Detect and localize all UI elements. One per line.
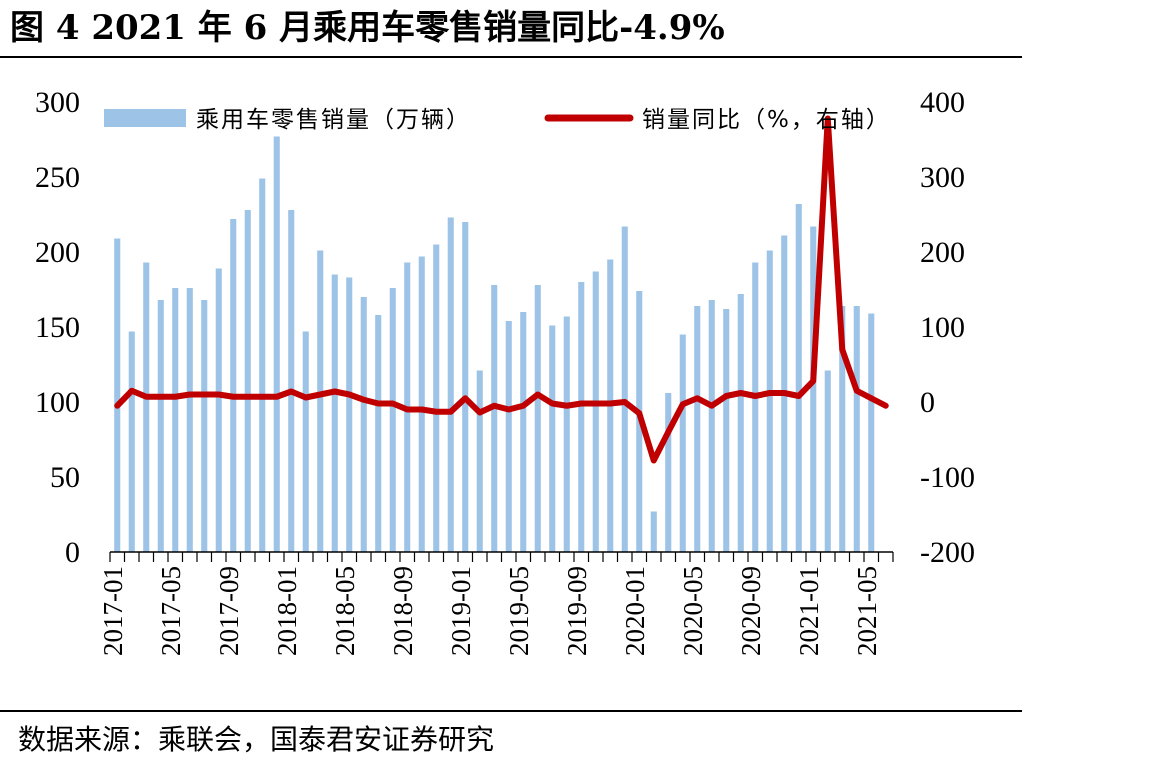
y-right-tick-0: 0 bbox=[920, 386, 935, 419]
y-right-tick-200: 200 bbox=[920, 236, 965, 269]
x-tick-label-2018-01: 2018-01 bbox=[272, 566, 302, 656]
bar-2017-09 bbox=[230, 219, 237, 552]
y-left-tick-300: 300 bbox=[35, 86, 80, 119]
legend: 乘用车零售销量（万辆） 销量同比（%，右轴） bbox=[104, 107, 891, 133]
y-left-tick-250: 250 bbox=[35, 161, 80, 194]
bar-2020-05 bbox=[694, 306, 701, 552]
bar-2017-03 bbox=[143, 262, 150, 552]
bar-2018-07 bbox=[375, 315, 382, 552]
bar-series bbox=[114, 136, 875, 552]
x-tick-label-2017-09: 2017-09 bbox=[214, 566, 244, 656]
bar-2020-09 bbox=[752, 262, 759, 552]
bar-2021-04 bbox=[853, 306, 860, 552]
bar-2019-04 bbox=[505, 321, 512, 552]
axes: 2017-01 2017-05 2017-09 2018-01 2018-05 2018-… bbox=[35, 86, 975, 656]
bar-2020-08 bbox=[737, 294, 744, 552]
bar-2018-02 bbox=[302, 331, 309, 552]
bar-2020-03 bbox=[665, 393, 672, 552]
y-right-tick--200: -200 bbox=[920, 536, 975, 569]
bar-2018-10 bbox=[418, 256, 425, 552]
x-tick-label-2018-09: 2018-09 bbox=[388, 566, 418, 656]
source-note: 数据来源：乘联会，国泰君安证券研究 bbox=[18, 723, 495, 756]
x-tick-label-2019-01: 2019-01 bbox=[446, 566, 476, 656]
bar-2021-02 bbox=[824, 370, 831, 552]
bar-2019-03 bbox=[491, 285, 498, 552]
bar-2021-01 bbox=[810, 226, 817, 552]
bar-2018-12 bbox=[447, 217, 454, 552]
x-tick-label-2018-05: 2018-05 bbox=[330, 566, 360, 656]
x-tick-label-2020-09: 2020-09 bbox=[736, 566, 766, 656]
bar-2020-07 bbox=[723, 309, 730, 552]
y-right-tick-100: 100 bbox=[920, 311, 965, 344]
y-right-tick--100: -100 bbox=[920, 461, 975, 494]
legend-label-bar: 乘用车零售销量（万辆） bbox=[196, 107, 471, 133]
bar-2020-06 bbox=[708, 300, 715, 552]
y-left-tick-100: 100 bbox=[35, 386, 80, 419]
bar-2018-04 bbox=[331, 274, 338, 552]
bar-2020-02 bbox=[650, 511, 657, 552]
y-left-tick-150: 150 bbox=[35, 311, 80, 344]
bar-2021-03 bbox=[839, 306, 846, 552]
y-left-tick-50: 50 bbox=[50, 461, 80, 494]
bar-2021-05 bbox=[868, 313, 875, 552]
legend-swatch-bar bbox=[104, 109, 186, 127]
bar-2017-05 bbox=[172, 288, 179, 552]
bottom-rule bbox=[0, 710, 1022, 712]
bar-2017-02 bbox=[128, 331, 135, 552]
top-rule bbox=[0, 56, 1022, 58]
bar-2019-06 bbox=[534, 285, 541, 552]
bar-2017-11 bbox=[259, 178, 266, 552]
bar-2020-12 bbox=[795, 204, 802, 552]
bar-2017-06 bbox=[186, 288, 193, 552]
x-tick-label-2019-09: 2019-09 bbox=[562, 566, 592, 656]
x-tick-label-2021-01: 2021-01 bbox=[794, 566, 824, 656]
chart-title: 图 4 2021 年 6 月乘用车零售销量同比-4.9% bbox=[10, 8, 725, 48]
y-right-tick-400: 400 bbox=[920, 86, 965, 119]
x-tick-label-2021-05: 2021-05 bbox=[852, 566, 882, 656]
bar-2020-10 bbox=[766, 250, 773, 552]
bar-2017-01 bbox=[114, 238, 121, 552]
bar-2017-08 bbox=[215, 268, 222, 552]
bar-2018-08 bbox=[389, 288, 396, 552]
bar-2018-05 bbox=[346, 277, 353, 552]
y-right-tick-300: 300 bbox=[920, 161, 965, 194]
bar-2019-07 bbox=[549, 325, 556, 552]
x-tick-label-2019-05: 2019-05 bbox=[504, 566, 534, 656]
bar-2019-10 bbox=[592, 271, 599, 552]
x-tick-label-2020-01: 2020-01 bbox=[620, 566, 650, 656]
y-left-tick-200: 200 bbox=[35, 236, 80, 269]
bar-2017-12 bbox=[273, 136, 280, 552]
y-left-tick-0: 0 bbox=[65, 536, 80, 569]
bar-2018-11 bbox=[433, 244, 440, 552]
x-tick-label-2017-01: 2017-01 bbox=[98, 566, 128, 656]
yoy-line bbox=[114, 115, 889, 464]
bar-2019-09 bbox=[578, 282, 585, 552]
bar-2017-04 bbox=[157, 300, 164, 552]
bar-2017-10 bbox=[244, 210, 251, 552]
x-tick-label-2017-05: 2017-05 bbox=[156, 566, 186, 656]
bar-2018-03 bbox=[317, 250, 324, 552]
bar-2018-01 bbox=[288, 210, 295, 552]
bar-2018-06 bbox=[360, 297, 367, 552]
bar-2019-12 bbox=[621, 226, 628, 552]
bar-2019-02 bbox=[476, 370, 483, 552]
legend-label-line: 销量同比（%，右轴） bbox=[642, 107, 891, 133]
bar-2017-07 bbox=[201, 300, 208, 552]
line-series bbox=[114, 115, 889, 464]
bar-2019-01 bbox=[462, 222, 469, 552]
x-tick-label-2020-05: 2020-05 bbox=[678, 566, 708, 656]
bar-2019-08 bbox=[563, 316, 570, 552]
bar-2019-05 bbox=[520, 312, 527, 552]
chart-canvas: 2017-01 2017-05 2017-09 2018-01 2018-05 2018-… bbox=[35, 86, 975, 656]
bar-2020-04 bbox=[679, 334, 686, 552]
